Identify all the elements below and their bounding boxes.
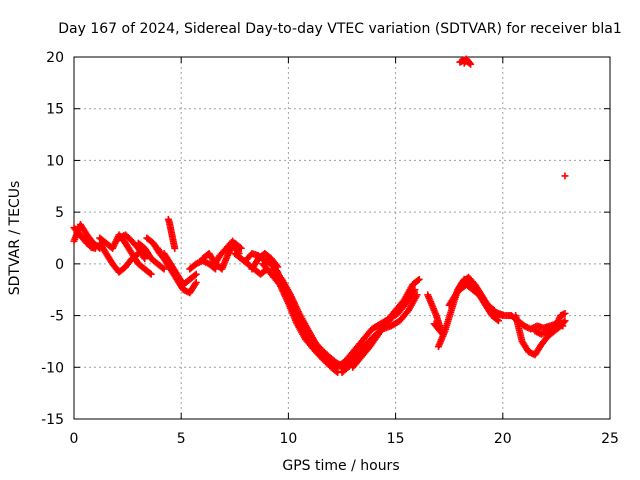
data-point bbox=[121, 239, 135, 256]
data-point bbox=[248, 256, 261, 273]
data-point bbox=[134, 260, 147, 272]
series-outlier-cluster-18h bbox=[456, 55, 475, 68]
data-point bbox=[550, 313, 564, 333]
data-point bbox=[537, 328, 550, 338]
data-point bbox=[392, 298, 407, 314]
y-tick-label: 15 bbox=[46, 102, 64, 118]
data-point bbox=[147, 270, 155, 278]
data-point bbox=[344, 349, 360, 364]
series-outlier-23h bbox=[561, 172, 569, 180]
data-point bbox=[242, 251, 255, 265]
data-point bbox=[396, 308, 411, 325]
data-point bbox=[218, 251, 232, 273]
data-point bbox=[357, 344, 373, 361]
data-point bbox=[141, 244, 154, 261]
data-point bbox=[512, 312, 526, 344]
chart-title: Day 167 of 2024, Sidereal Day-to-day VTE… bbox=[58, 21, 621, 37]
data-point bbox=[460, 59, 468, 67]
y-tick-label: 20 bbox=[46, 50, 64, 66]
x-tick-label: 5 bbox=[177, 431, 186, 447]
data-point bbox=[83, 231, 96, 246]
data-point bbox=[561, 310, 569, 318]
data-point bbox=[561, 317, 569, 325]
data-point bbox=[353, 342, 368, 356]
x-tick-labels: 0 5 10 15 20 25 bbox=[70, 431, 619, 447]
y-tick-label: 5 bbox=[55, 205, 64, 221]
data-point bbox=[424, 291, 435, 308]
data-point bbox=[154, 260, 167, 272]
series-descent-d bbox=[274, 270, 342, 371]
data-points bbox=[70, 55, 569, 376]
y-tick-label: 0 bbox=[55, 257, 64, 273]
data-point bbox=[192, 278, 200, 286]
data-point bbox=[495, 317, 503, 325]
data-point bbox=[128, 250, 141, 266]
series-track-22h-a bbox=[531, 310, 569, 338]
y-axis-label: SDTVAR / TECUs bbox=[7, 181, 23, 296]
data-point bbox=[160, 250, 174, 266]
x-tick-label: 15 bbox=[387, 431, 405, 447]
data-point bbox=[475, 291, 489, 308]
grid-lines bbox=[74, 57, 610, 419]
data-point bbox=[141, 255, 149, 263]
data-point bbox=[259, 260, 274, 277]
y-tick-label: -5 bbox=[50, 309, 64, 325]
y-tick-label: -15 bbox=[41, 412, 64, 428]
data-point bbox=[387, 318, 402, 330]
data-point bbox=[441, 308, 455, 335]
x-tick-label: 0 bbox=[70, 431, 79, 447]
series-recovery-d bbox=[349, 275, 423, 371]
data-point bbox=[192, 270, 200, 278]
series-track-early-b bbox=[70, 221, 104, 252]
y-tick-labels: -15 -10 -5 0 5 10 15 20 bbox=[41, 50, 64, 428]
data-point bbox=[559, 322, 567, 330]
data-point bbox=[102, 250, 116, 266]
data-point bbox=[518, 337, 532, 354]
series-track-4h-spike bbox=[164, 215, 179, 252]
data-point bbox=[274, 270, 289, 292]
data-point bbox=[179, 276, 192, 289]
data-point bbox=[186, 280, 199, 297]
x-tick-label: 20 bbox=[494, 431, 512, 447]
data-point bbox=[291, 306, 306, 328]
data-point bbox=[413, 291, 421, 299]
data-point bbox=[415, 275, 423, 283]
data-point bbox=[561, 172, 569, 180]
axis-ticks bbox=[73, 56, 611, 420]
x-axis-label: GPS time / hours bbox=[282, 458, 399, 474]
series-track-6h-b bbox=[209, 237, 243, 271]
y-tick-label: 10 bbox=[46, 153, 64, 169]
data-point bbox=[205, 250, 219, 266]
data-point bbox=[434, 329, 448, 351]
y-tick-label: -10 bbox=[41, 360, 64, 376]
series-track-3h-a bbox=[134, 239, 168, 273]
x-tick-label: 25 bbox=[601, 431, 619, 447]
x-tick-label: 10 bbox=[279, 431, 297, 447]
data-point bbox=[160, 265, 168, 273]
series-track-4h-b bbox=[160, 250, 200, 289]
data-point bbox=[171, 244, 179, 252]
